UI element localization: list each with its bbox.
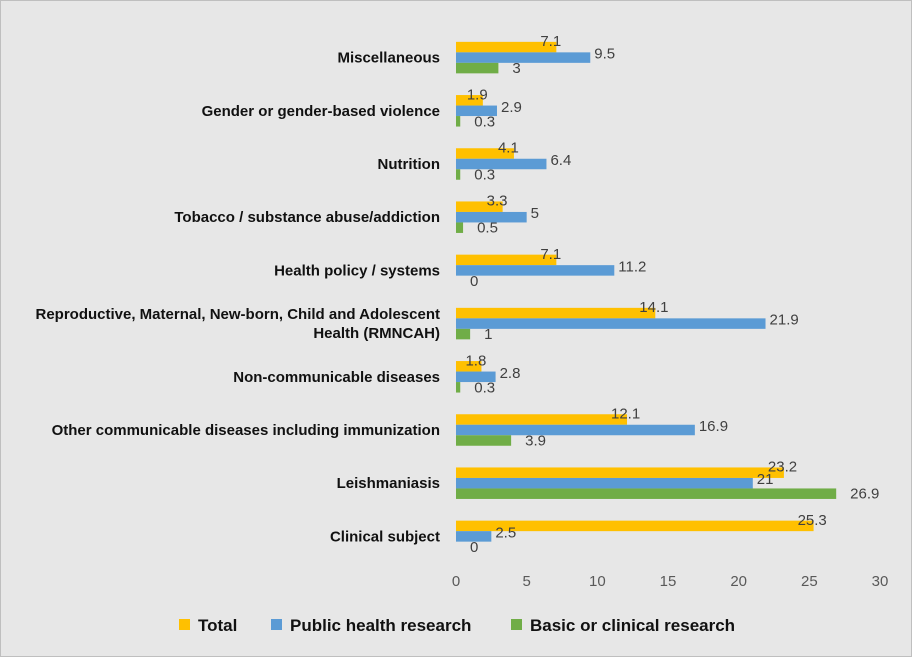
bar-basic-or-clinical-research	[456, 116, 461, 127]
value-label: 0.3	[474, 113, 495, 130]
bar-public-health-research	[456, 424, 695, 436]
x-tick-label: 30	[872, 573, 889, 590]
value-label: 2.9	[501, 99, 522, 116]
legend-label-public-health-research: Public health research	[290, 616, 471, 635]
bar-basic-or-clinical-research	[456, 435, 512, 446]
legend-label-total: Total	[198, 616, 237, 635]
bar-total	[456, 307, 656, 319]
x-tick-label: 10	[589, 573, 606, 590]
category-label: Health policy / systems	[274, 262, 440, 279]
bar-basic-or-clinical-research	[456, 62, 499, 74]
category-label: Leishmaniasis	[337, 475, 440, 492]
category-labels-group: Miscellaneous Gender or gender-based viol…	[36, 50, 441, 546]
bar-public-health-research	[456, 52, 591, 63]
value-label: 2.5	[495, 524, 516, 541]
value-label: 0.3	[474, 167, 495, 184]
bar-public-health-research	[456, 105, 497, 117]
category-label: Miscellaneous	[337, 50, 440, 67]
bar-basic-or-clinical-research	[456, 328, 471, 340]
legend-swatch-public-health-research	[271, 619, 282, 630]
value-label: 11.2	[618, 258, 646, 275]
value-label: 4.1	[498, 140, 519, 157]
bar-total	[456, 361, 482, 372]
x-tick-label: 0	[452, 573, 460, 590]
value-label: 26.9	[850, 486, 879, 503]
bar-public-health-research	[456, 371, 496, 383]
category-label: Gender or gender-based violence	[202, 103, 440, 120]
category-label: Nutrition	[378, 156, 440, 173]
bar-total	[456, 414, 628, 425]
value-label: 0.5	[477, 220, 498, 237]
value-label: 3.3	[487, 193, 508, 210]
legend-swatch-basic-or-clinical-research	[511, 619, 522, 630]
legend-label-basic-or-clinical-research: Basic or clinical research	[530, 616, 735, 635]
bar-total	[456, 95, 483, 106]
value-label: 2.8	[500, 365, 521, 382]
x-axis: 0 5 10 15 20 25 30	[452, 573, 889, 590]
bar-basic-or-clinical-research	[456, 169, 461, 180]
value-label: 7.1	[540, 246, 561, 263]
bar-total	[456, 201, 503, 212]
value-label: 12.1	[611, 406, 640, 423]
value-label: 6.4	[550, 152, 571, 169]
value-label: 16.9	[699, 418, 728, 435]
value-label: 1.9	[467, 86, 488, 103]
value-label: 21	[757, 471, 774, 488]
category-label: Non-communicable diseases	[233, 369, 440, 386]
bar-total	[456, 467, 784, 478]
bar-basic-or-clinical-research	[456, 382, 461, 393]
category-label: Reproductive, Maternal, New-born, Child …	[36, 306, 441, 342]
value-label: 3.9	[525, 433, 546, 450]
value-label: 21.9	[770, 312, 799, 329]
value-label: 0	[470, 273, 478, 290]
value-label: 0	[470, 539, 478, 556]
value-label: 7.1	[540, 33, 561, 50]
legend-swatch-total	[179, 619, 190, 630]
value-label: 1.8	[465, 352, 486, 369]
bar-basic-or-clinical-research	[456, 488, 837, 499]
value-label: 14.1	[639, 299, 668, 316]
x-tick-label: 5	[522, 573, 530, 590]
bar-public-health-research	[456, 477, 753, 489]
bar-public-health-research	[456, 531, 492, 542]
bar-public-health-research	[456, 318, 766, 329]
value-label: 25.3	[798, 512, 827, 529]
value-label: 1	[484, 326, 492, 343]
category-label: Other communicable diseases including im…	[52, 422, 440, 439]
bars-group	[456, 41, 837, 542]
bar-public-health-research	[456, 158, 547, 170]
value-label: 9.5	[594, 46, 615, 63]
value-label: 0.3	[474, 379, 495, 396]
bar-total	[456, 41, 557, 53]
bar-public-health-research	[456, 211, 527, 223]
category-label: Tobacco / substance abuse/addiction	[174, 209, 440, 226]
category-label: Clinical subject	[330, 528, 440, 545]
x-tick-label: 25	[801, 573, 818, 590]
bar-public-health-research	[456, 265, 615, 276]
bar-total	[456, 148, 514, 159]
value-label: 23.2	[768, 459, 797, 476]
legend: Total Public health research Basic or clin…	[179, 616, 735, 635]
value-label: 5	[531, 205, 539, 222]
bar-total	[456, 520, 814, 532]
value-labels-group: 7.19.531.92.90.34.16.40.33.350.57.111.20…	[465, 33, 879, 556]
x-tick-label: 15	[660, 573, 677, 590]
value-label: 3	[512, 60, 520, 77]
x-tick-label: 20	[730, 573, 747, 590]
bar-total	[456, 254, 557, 266]
bar-basic-or-clinical-research	[456, 222, 464, 233]
